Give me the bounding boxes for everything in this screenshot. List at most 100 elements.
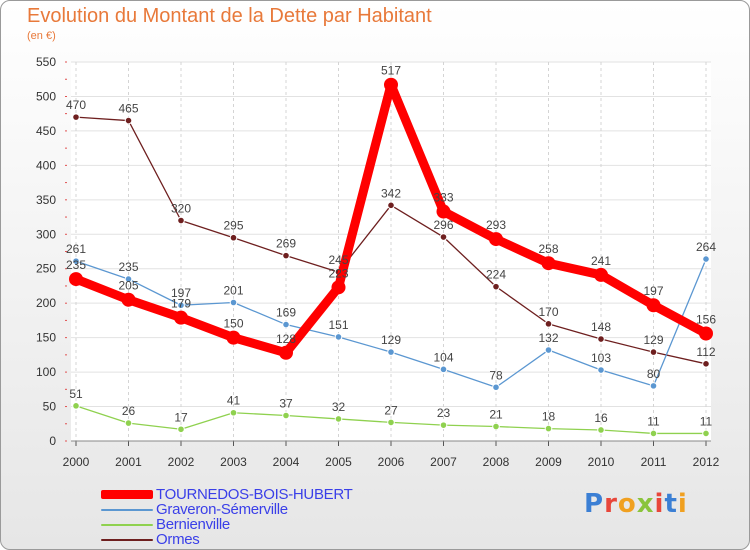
data-label: 11: [700, 414, 713, 428]
series-tournedos-bois-hubert: [69, 77, 713, 360]
data-point: [492, 282, 500, 291]
data-point: [702, 255, 710, 263]
data-point: [544, 424, 553, 433]
data-label: 128: [276, 332, 296, 346]
data-point: [282, 320, 290, 329]
y-tick-label: 400: [36, 158, 56, 172]
logo-letter: i: [654, 489, 665, 519]
data-point: [702, 429, 710, 438]
x-tick-label: 2011: [641, 455, 667, 469]
data-point: [649, 348, 658, 356]
data-label: 150: [223, 317, 243, 331]
y-tick-label: 200: [36, 296, 56, 310]
data-point: [439, 233, 448, 241]
data-point: [541, 256, 556, 271]
data-point: [334, 333, 343, 341]
data-label: 320: [171, 201, 191, 215]
data-point: [334, 415, 343, 423]
data-label: 80: [647, 367, 661, 381]
legend-label: Bernienville: [156, 516, 230, 533]
data-point: [594, 267, 608, 282]
data-label: 27: [384, 403, 398, 417]
data-point: [436, 204, 451, 219]
y-tick-label: 50: [43, 400, 57, 414]
y-tick-label: 350: [36, 193, 56, 207]
data-label: 342: [381, 186, 401, 200]
data-point: [177, 425, 185, 434]
data-label: 169: [276, 306, 296, 320]
series-graveron-s-merville: [72, 255, 710, 392]
logo-letter: t: [664, 489, 678, 519]
data-label: 129: [643, 333, 663, 347]
data-label: 269: [276, 237, 296, 251]
data-point: [72, 402, 80, 410]
data-point: [229, 233, 238, 242]
data-label: 205: [118, 279, 138, 293]
data-point: [124, 275, 133, 283]
data-label: 241: [591, 254, 611, 268]
data-label: 21: [489, 408, 503, 422]
x-tick-label: 2012: [693, 455, 720, 469]
data-label: 261: [66, 242, 86, 256]
x-tick-label: 2007: [430, 455, 457, 469]
x-tick-label: 2004: [273, 455, 300, 469]
data-label: 465: [118, 102, 138, 116]
data-point: [597, 335, 605, 343]
data-label: 295: [223, 219, 243, 233]
data-point: [489, 232, 503, 247]
data-label: 17: [174, 410, 188, 424]
series-ormes: [72, 113, 710, 368]
data-label: 32: [332, 400, 346, 414]
data-point: [492, 383, 500, 392]
data-label: 197: [643, 284, 663, 298]
data-point: [121, 292, 136, 307]
data-point: [649, 382, 658, 390]
data-label: 129: [381, 333, 401, 347]
logo-letter: x: [636, 489, 655, 519]
data-label: 18: [542, 410, 556, 424]
x-tick-label: 2009: [535, 455, 562, 469]
data-point: [124, 419, 133, 427]
y-tick-label: 450: [36, 124, 56, 138]
legend-swatch: [101, 509, 153, 511]
data-label: 41: [227, 394, 241, 408]
data-label: 37: [279, 397, 293, 411]
legend-label: Ormes: [156, 531, 200, 548]
data-label: 78: [489, 368, 503, 382]
data-label: 156: [696, 313, 716, 327]
data-point: [72, 257, 80, 265]
data-point: [649, 429, 658, 438]
data-label: 26: [122, 404, 136, 418]
data-point: [699, 326, 713, 341]
y-tick-label: 0: [49, 434, 56, 448]
data-label: 235: [66, 258, 86, 272]
x-tick-label: 2002: [168, 455, 195, 469]
data-point: [279, 345, 293, 360]
legend-swatch: [101, 539, 153, 541]
data-point: [544, 320, 553, 328]
y-tick-label: 100: [36, 365, 56, 379]
data-label: 264: [696, 240, 716, 254]
data-point: [439, 365, 448, 374]
data-label: 517: [381, 64, 401, 78]
data-label: 179: [171, 297, 191, 311]
x-tick-label: 2001: [115, 455, 142, 469]
data-point: [387, 348, 395, 356]
chart-subtitle: (en €): [27, 30, 56, 42]
data-label: 470: [66, 98, 86, 112]
data-label: 151: [328, 318, 348, 332]
series-bernienville: [72, 402, 710, 438]
data-point: [597, 366, 605, 374]
data-label: 197: [171, 286, 191, 300]
data-point: [384, 77, 398, 92]
y-tick-label: 500: [36, 89, 56, 103]
x-tick-label: 2006: [378, 455, 405, 469]
logo-letter: r: [604, 489, 618, 519]
x-tick-label: 2005: [325, 455, 352, 469]
legend-swatch: [101, 490, 153, 499]
data-point: [229, 408, 238, 417]
data-point: [69, 272, 83, 287]
logo-letter: o: [617, 489, 637, 519]
data-label: 235: [118, 260, 138, 274]
